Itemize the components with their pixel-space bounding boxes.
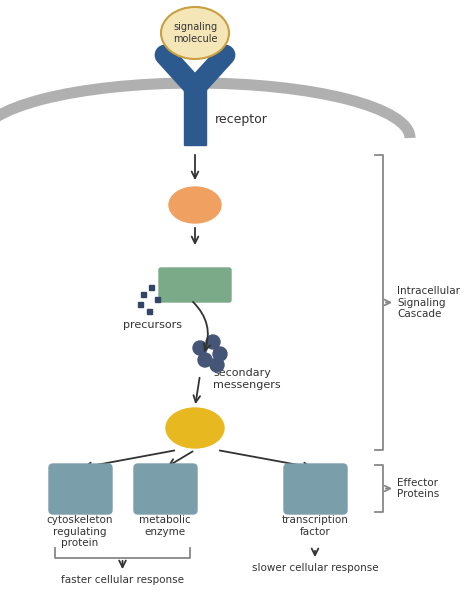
Text: receptor: receptor <box>215 113 268 126</box>
Bar <box>149 285 154 290</box>
Text: transcription
factor: transcription factor <box>282 515 348 537</box>
Circle shape <box>213 347 227 361</box>
Bar <box>147 309 152 314</box>
FancyBboxPatch shape <box>49 464 112 514</box>
Ellipse shape <box>166 408 224 448</box>
Ellipse shape <box>169 187 221 223</box>
FancyBboxPatch shape <box>284 464 347 514</box>
Text: Effector
Proteins: Effector Proteins <box>397 478 439 499</box>
Ellipse shape <box>161 7 229 59</box>
Circle shape <box>193 341 207 355</box>
Text: precursors: precursors <box>124 320 182 330</box>
Text: cytoskeleton
regulating
protein: cytoskeleton regulating protein <box>47 515 113 548</box>
Circle shape <box>210 358 224 372</box>
Text: slower cellular response: slower cellular response <box>252 563 378 573</box>
Text: signaling
molecule: signaling molecule <box>173 22 217 44</box>
Bar <box>155 297 160 302</box>
Circle shape <box>198 353 212 367</box>
Bar <box>141 292 146 297</box>
Text: faster cellular response: faster cellular response <box>61 575 184 585</box>
FancyArrowPatch shape <box>193 302 210 350</box>
Text: metabolic
enzyme: metabolic enzyme <box>139 515 191 537</box>
Bar <box>138 302 143 307</box>
FancyBboxPatch shape <box>134 464 197 514</box>
Bar <box>184 88 206 145</box>
Text: secondary
messengers: secondary messengers <box>213 368 281 390</box>
Circle shape <box>206 335 220 349</box>
Text: Intracellular
Signaling
Cascade: Intracellular Signaling Cascade <box>397 286 460 319</box>
FancyBboxPatch shape <box>159 268 231 302</box>
